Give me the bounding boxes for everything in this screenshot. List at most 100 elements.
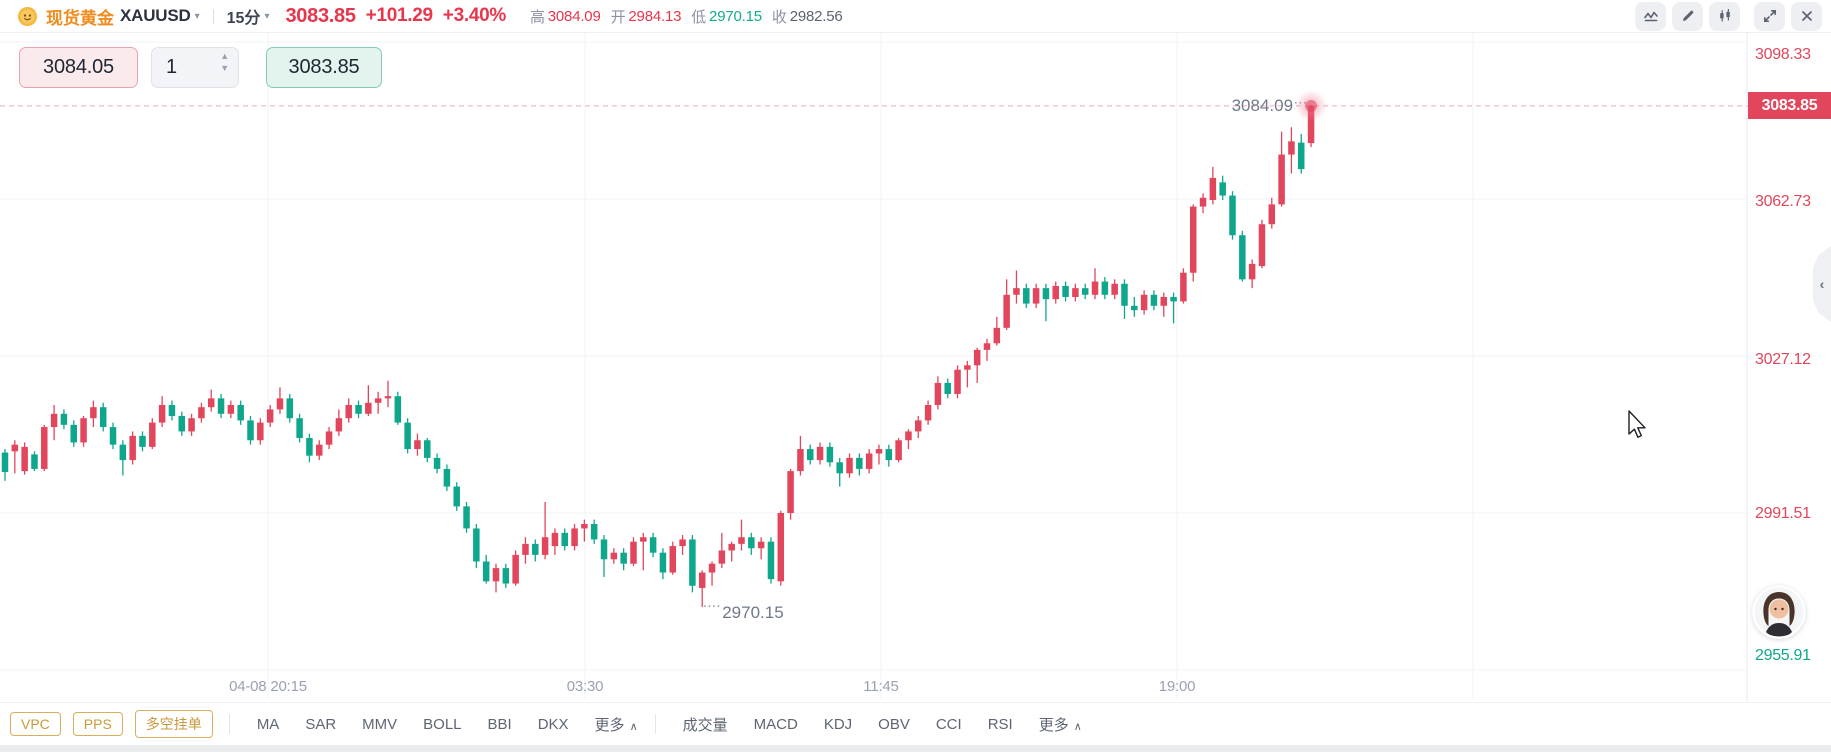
candle: [856, 457, 863, 469]
candle: [119, 444, 127, 461]
candle: [1091, 281, 1099, 295]
sub-indicator-item[interactable]: RSI: [987, 715, 1013, 733]
main-indicator-item[interactable]: MMV: [362, 715, 398, 733]
price-change: +101.29: [365, 5, 433, 26]
candle: [1199, 197, 1207, 207]
indicator-settings-button[interactable]: [1709, 1, 1740, 31]
y-axis-label: 3027.12: [1755, 350, 1811, 368]
candle: [522, 543, 529, 555]
candle: [315, 444, 323, 456]
candle: [1032, 288, 1040, 304]
candle: [1111, 283, 1118, 295]
candle: [1013, 288, 1020, 295]
candle: [1003, 294, 1010, 328]
candle: [738, 537, 745, 544]
instrument-symbol[interactable]: XAUUSD: [120, 6, 191, 25]
fullscreen-button[interactable]: [1754, 1, 1785, 31]
candle: [60, 413, 68, 425]
interval-dropdown-caret[interactable]: ▾: [264, 10, 270, 22]
candle: [571, 528, 578, 547]
mouse-cursor: [1628, 410, 1650, 445]
candle: [954, 369, 961, 394]
main-indicator-item[interactable]: SAR: [305, 715, 337, 733]
candle: [1150, 294, 1158, 306]
sub-indicator-item[interactable]: KDJ: [823, 715, 853, 733]
main-indicator-item[interactable]: MA: [256, 715, 280, 733]
candle: [816, 446, 824, 461]
stepper-up-icon[interactable]: ▲: [220, 51, 229, 61]
candle: [934, 382, 942, 405]
candle: [698, 572, 706, 588]
candle: [630, 541, 637, 564]
candle: [473, 528, 480, 562]
line-chart-icon: [1643, 11, 1658, 22]
candle: [512, 554, 519, 584]
candle: [649, 537, 657, 553]
candle: [1248, 263, 1256, 280]
candle: [11, 444, 19, 452]
candle: [41, 427, 48, 469]
stepper-down-icon[interactable]: ▼: [220, 63, 229, 73]
y-axis-label: 3098.33: [1755, 46, 1811, 63]
pencil-icon: [1682, 10, 1693, 21]
sub-indicator-item[interactable]: MACD: [753, 715, 798, 733]
sub-indicator-item-more[interactable]: 更多 ∧: [1038, 716, 1082, 734]
candle: [610, 552, 618, 560]
sub-indicator-item[interactable]: CCI: [935, 715, 962, 733]
candle: [669, 546, 677, 573]
buy-button[interactable]: 3083.85: [266, 47, 382, 88]
strategy-button-pps[interactable]: PPS: [72, 712, 123, 736]
candle: [355, 404, 362, 414]
price-change-pct: +3.40%: [442, 5, 506, 26]
instrument-name-cn: 现货黄金: [46, 8, 114, 28]
quantity-stepper[interactable]: 1 ▲ ▼: [151, 47, 239, 88]
chart-style-button[interactable]: [1635, 1, 1666, 31]
candle: [257, 422, 264, 441]
sell-button[interactable]: 3084.05: [19, 47, 138, 88]
candle: [806, 449, 814, 461]
candle: [708, 563, 716, 573]
candle: [728, 543, 735, 551]
main-indicator-item-more[interactable]: 更多 ∧: [594, 716, 638, 734]
x-axis-label: 19:00: [1158, 678, 1196, 695]
candle: [865, 453, 873, 469]
assistant-avatar[interactable]: [1752, 585, 1806, 639]
candle: [836, 462, 843, 474]
close-chart-button[interactable]: [1791, 1, 1822, 31]
candle: [659, 552, 667, 573]
y-axis-label: 2991.51: [1755, 504, 1811, 522]
candle: [394, 396, 402, 423]
y-axis-label: 2955.91: [1755, 646, 1811, 664]
candle: [1288, 141, 1295, 155]
bottom-strip: [0, 745, 1831, 752]
candle: [188, 418, 195, 432]
symbol-dropdown-caret[interactable]: ▾: [194, 10, 200, 22]
candle: [109, 427, 117, 445]
panel-collapse-tab[interactable]: ‹: [1813, 246, 1831, 322]
candle: [50, 413, 58, 428]
main-indicator-item[interactable]: DKX: [537, 715, 569, 733]
candle: [620, 552, 627, 564]
candle: [1042, 288, 1050, 300]
strategy-button-long-short-orders[interactable]: 多空挂单: [134, 710, 213, 738]
candle: [90, 407, 97, 419]
candle: [964, 365, 971, 370]
main-indicator-item[interactable]: BBI: [487, 715, 512, 733]
candle: [424, 440, 431, 458]
toolbar-divider: [654, 714, 656, 734]
strategy-button-vpc[interactable]: VPC: [10, 712, 61, 736]
candle: [1131, 305, 1138, 311]
candle: [561, 532, 568, 547]
candle: [983, 343, 991, 350]
interval-selector[interactable]: 15分: [226, 10, 261, 27]
candle: [640, 537, 647, 542]
sub-indicator-item[interactable]: 成交量: [682, 716, 728, 734]
open-value: 2984.13: [628, 7, 682, 25]
candle: [875, 449, 883, 454]
candle: [149, 422, 156, 447]
main-indicator-item[interactable]: BOLL: [423, 715, 462, 733]
sub-indicator-item[interactable]: OBV: [878, 715, 910, 733]
candle: [1209, 177, 1217, 200]
header-divider: [212, 8, 214, 24]
draw-button[interactable]: [1672, 1, 1703, 31]
